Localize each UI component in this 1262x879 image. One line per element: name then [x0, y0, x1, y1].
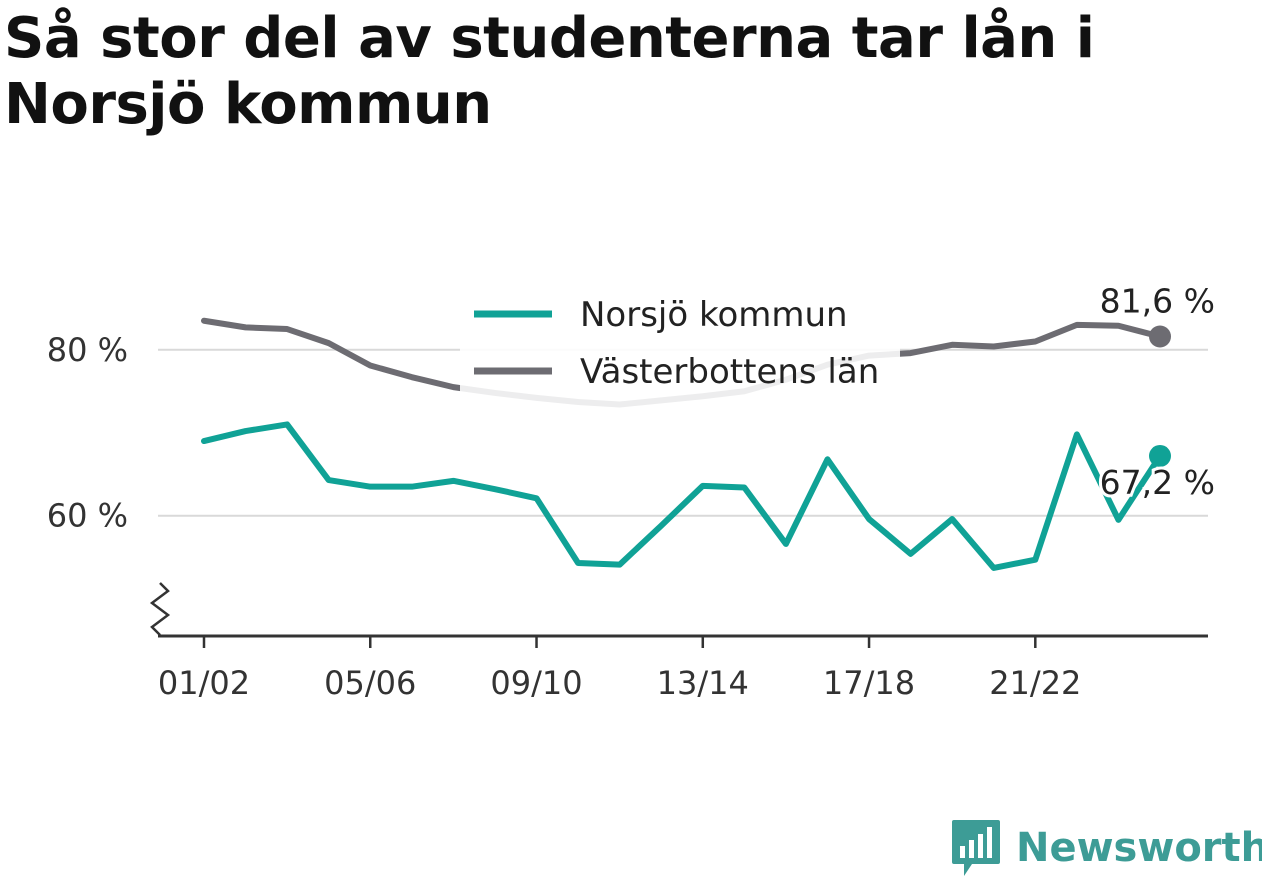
- axes: 60 % 80 % 01/02 05/06 09/10 13/14 17/18 21/22: [47, 331, 1208, 702]
- end-value-label: 67,2 %: [1100, 463, 1215, 502]
- y-tick-label: 60 %: [47, 497, 128, 535]
- axis-break-icon: [149, 582, 171, 636]
- x-tick-label: 09/10: [490, 664, 582, 702]
- legend-label: Norsjö kommun: [580, 295, 848, 335]
- x-tick-label: 21/22: [989, 664, 1081, 702]
- legend: Norsjö kommun Västerbottens län: [460, 292, 900, 408]
- y-tick-label: 80 %: [47, 331, 128, 369]
- x-tick-label: 05/06: [324, 664, 416, 702]
- legend-label: Västerbottens län: [580, 352, 879, 392]
- brand-logo: Newsworthy: [950, 818, 1262, 878]
- brand-name: Newsworthy: [1016, 825, 1262, 871]
- end-value-label: 81,6 %: [1100, 282, 1215, 321]
- end-labels: 81,6 % 67,2 %: [1097, 279, 1218, 505]
- x-tick-label: 17/18: [823, 664, 915, 702]
- end-point-0: [1149, 444, 1171, 467]
- x-tick-label: 13/14: [657, 664, 749, 702]
- bar-chart-speech-bubble-icon: [952, 820, 1000, 876]
- chart-title: Så stor del av studenterna tar lån i Nor…: [4, 6, 1095, 137]
- series-line-0: [201, 421, 1163, 571]
- x-tick-label: 01/02: [158, 664, 250, 702]
- end-point-1: [1149, 325, 1171, 348]
